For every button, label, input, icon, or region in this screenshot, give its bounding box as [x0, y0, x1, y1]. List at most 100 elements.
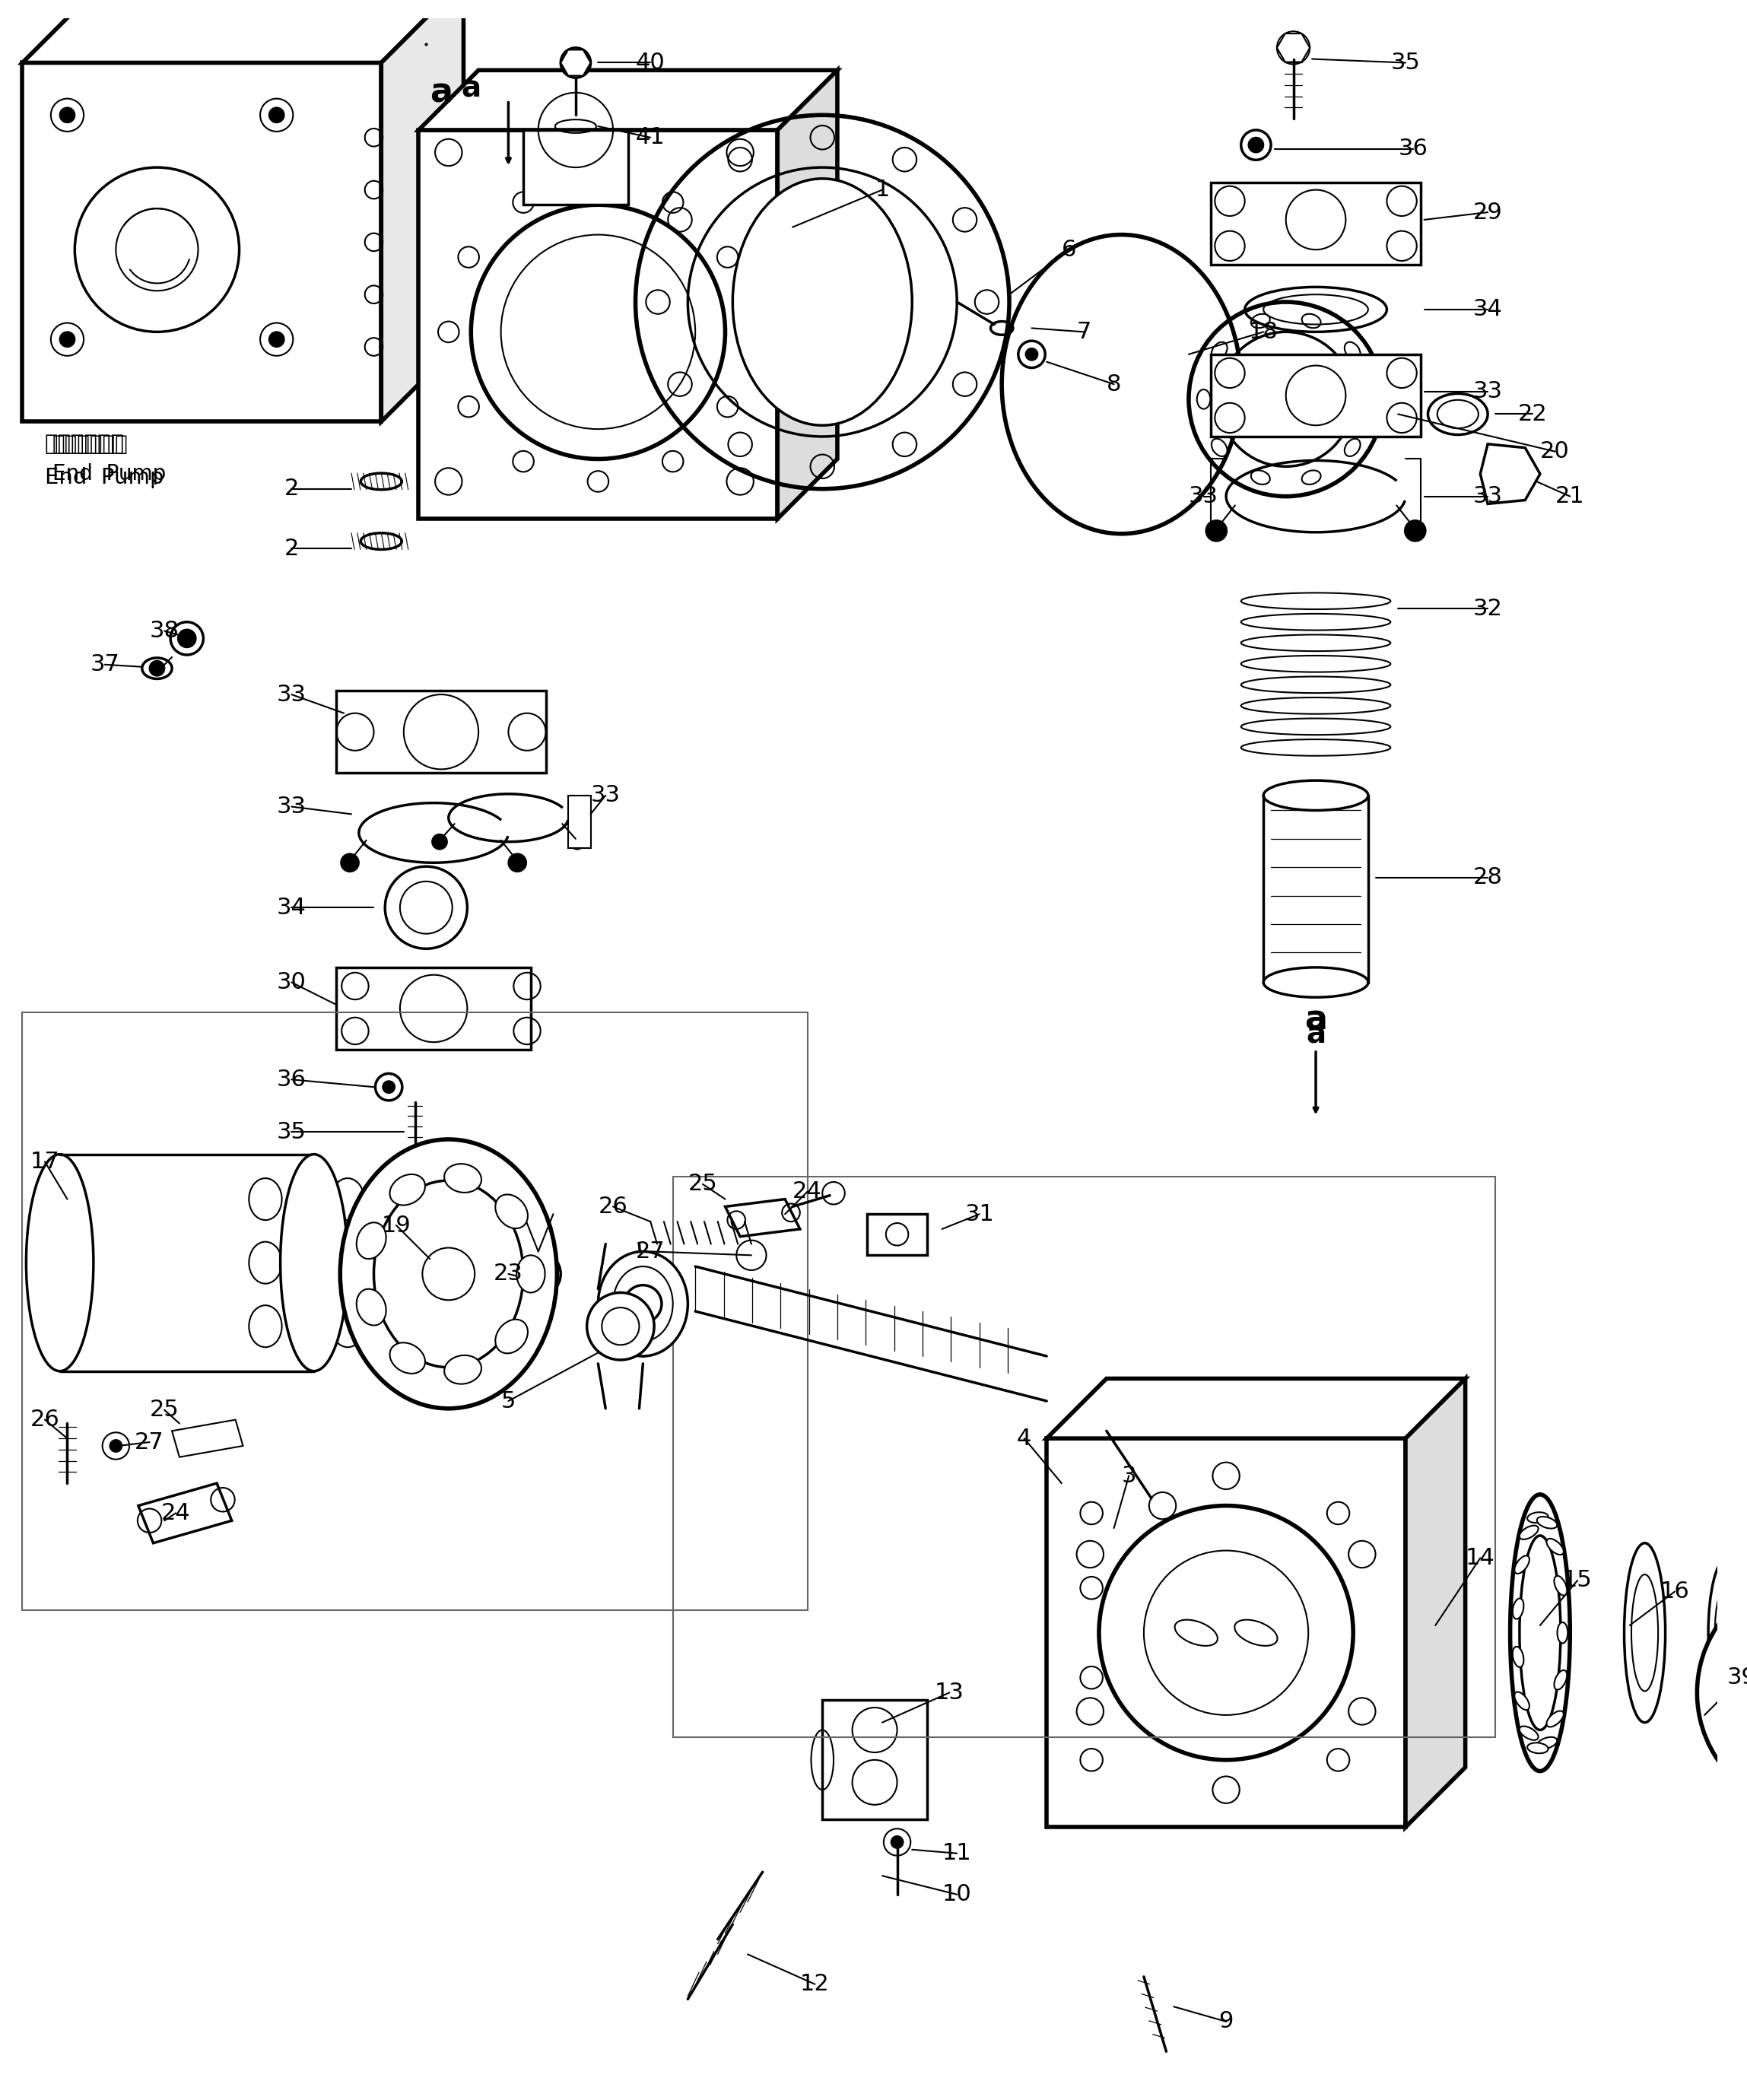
- Ellipse shape: [1263, 781, 1368, 811]
- Circle shape: [587, 172, 608, 193]
- Ellipse shape: [1302, 470, 1321, 485]
- Ellipse shape: [341, 1140, 557, 1409]
- Circle shape: [891, 1835, 903, 1848]
- Polygon shape: [59, 1155, 314, 1371]
- Ellipse shape: [1546, 1711, 1564, 1726]
- Text: 16: 16: [1660, 1581, 1689, 1602]
- Text: 29: 29: [1473, 202, 1502, 223]
- Ellipse shape: [1557, 1623, 1567, 1644]
- Text: 5: 5: [501, 1390, 515, 1411]
- Circle shape: [587, 470, 608, 491]
- Ellipse shape: [1302, 313, 1321, 328]
- Ellipse shape: [1520, 1525, 1539, 1539]
- Text: 26: 26: [30, 1409, 59, 1430]
- Circle shape: [458, 397, 479, 418]
- Polygon shape: [419, 69, 837, 130]
- Text: 34: 34: [276, 897, 306, 918]
- Polygon shape: [725, 1199, 800, 1237]
- Circle shape: [150, 662, 164, 676]
- Polygon shape: [1406, 1378, 1466, 1827]
- Text: 27: 27: [636, 1241, 666, 1262]
- Text: 26: 26: [597, 1195, 627, 1218]
- Text: 2: 2: [285, 538, 299, 561]
- Ellipse shape: [1555, 1670, 1567, 1690]
- Text: 8: 8: [1106, 374, 1122, 395]
- Text: a: a: [430, 76, 452, 109]
- Bar: [1211, 183, 1420, 265]
- Circle shape: [438, 321, 459, 342]
- Text: 25: 25: [688, 1174, 718, 1195]
- Circle shape: [383, 1082, 395, 1092]
- Ellipse shape: [1345, 439, 1361, 456]
- Text: 20: 20: [1541, 441, 1571, 462]
- Polygon shape: [171, 1420, 243, 1457]
- Polygon shape: [1480, 443, 1541, 504]
- Circle shape: [716, 397, 737, 418]
- Circle shape: [662, 452, 683, 472]
- Ellipse shape: [1515, 1693, 1529, 1709]
- Circle shape: [1277, 32, 1310, 65]
- Ellipse shape: [1515, 1556, 1529, 1573]
- Text: 33: 33: [1473, 485, 1502, 508]
- Circle shape: [59, 107, 75, 122]
- Text: 9: 9: [1219, 2010, 1233, 2033]
- Text: 18: 18: [1249, 321, 1279, 342]
- Ellipse shape: [517, 1256, 545, 1294]
- Circle shape: [1728, 1602, 1747, 1783]
- Polygon shape: [1046, 1378, 1466, 1439]
- Text: 1: 1: [875, 179, 889, 202]
- Text: 24: 24: [161, 1502, 190, 1525]
- Circle shape: [1405, 521, 1426, 542]
- Ellipse shape: [1263, 968, 1368, 997]
- Text: 22: 22: [1518, 403, 1548, 424]
- Polygon shape: [1263, 796, 1368, 983]
- Ellipse shape: [587, 1294, 653, 1361]
- Bar: [337, 691, 545, 773]
- Circle shape: [178, 630, 196, 647]
- Text: 25: 25: [150, 1399, 180, 1422]
- Ellipse shape: [1537, 1737, 1557, 1749]
- Circle shape: [508, 855, 526, 871]
- Text: 12: 12: [800, 1974, 830, 1995]
- Bar: [673, 1176, 1495, 1737]
- Ellipse shape: [1211, 439, 1226, 456]
- Circle shape: [716, 246, 737, 267]
- Ellipse shape: [1527, 1512, 1548, 1522]
- Polygon shape: [1046, 1438, 1406, 1827]
- Polygon shape: [1277, 34, 1310, 63]
- Bar: [568, 796, 590, 848]
- Text: 14: 14: [1466, 1548, 1495, 1569]
- Text: 36: 36: [1398, 139, 1427, 160]
- Text: 34: 34: [1473, 298, 1502, 321]
- Ellipse shape: [1546, 1539, 1564, 1554]
- Text: 13: 13: [935, 1682, 964, 1703]
- Text: 33: 33: [1188, 485, 1218, 508]
- Ellipse shape: [1527, 1743, 1548, 1754]
- Text: 21: 21: [1555, 485, 1585, 508]
- Text: End  Pump: End Pump: [45, 466, 164, 489]
- Text: 3: 3: [1122, 1466, 1136, 1487]
- Circle shape: [269, 107, 285, 122]
- Text: 36: 36: [276, 1069, 306, 1090]
- Bar: [1211, 355, 1420, 437]
- Text: エンドポンプ: エンドポンプ: [45, 433, 124, 456]
- Circle shape: [737, 321, 758, 342]
- Circle shape: [341, 855, 358, 871]
- Polygon shape: [419, 130, 777, 519]
- Text: 11: 11: [942, 1842, 971, 1865]
- Circle shape: [568, 55, 583, 69]
- Circle shape: [1696, 1573, 1747, 1812]
- Ellipse shape: [444, 1163, 482, 1193]
- Ellipse shape: [26, 1155, 93, 1371]
- Text: 2: 2: [285, 479, 299, 500]
- Text: 33: 33: [276, 682, 306, 706]
- Circle shape: [432, 834, 447, 848]
- Polygon shape: [138, 1483, 232, 1544]
- Ellipse shape: [356, 1222, 386, 1258]
- Circle shape: [1025, 349, 1038, 361]
- Text: 23: 23: [494, 1262, 522, 1285]
- Text: 37: 37: [89, 653, 119, 676]
- Text: エンドポンプ: エンドポンプ: [52, 433, 128, 456]
- Ellipse shape: [496, 1319, 528, 1352]
- Circle shape: [570, 834, 585, 848]
